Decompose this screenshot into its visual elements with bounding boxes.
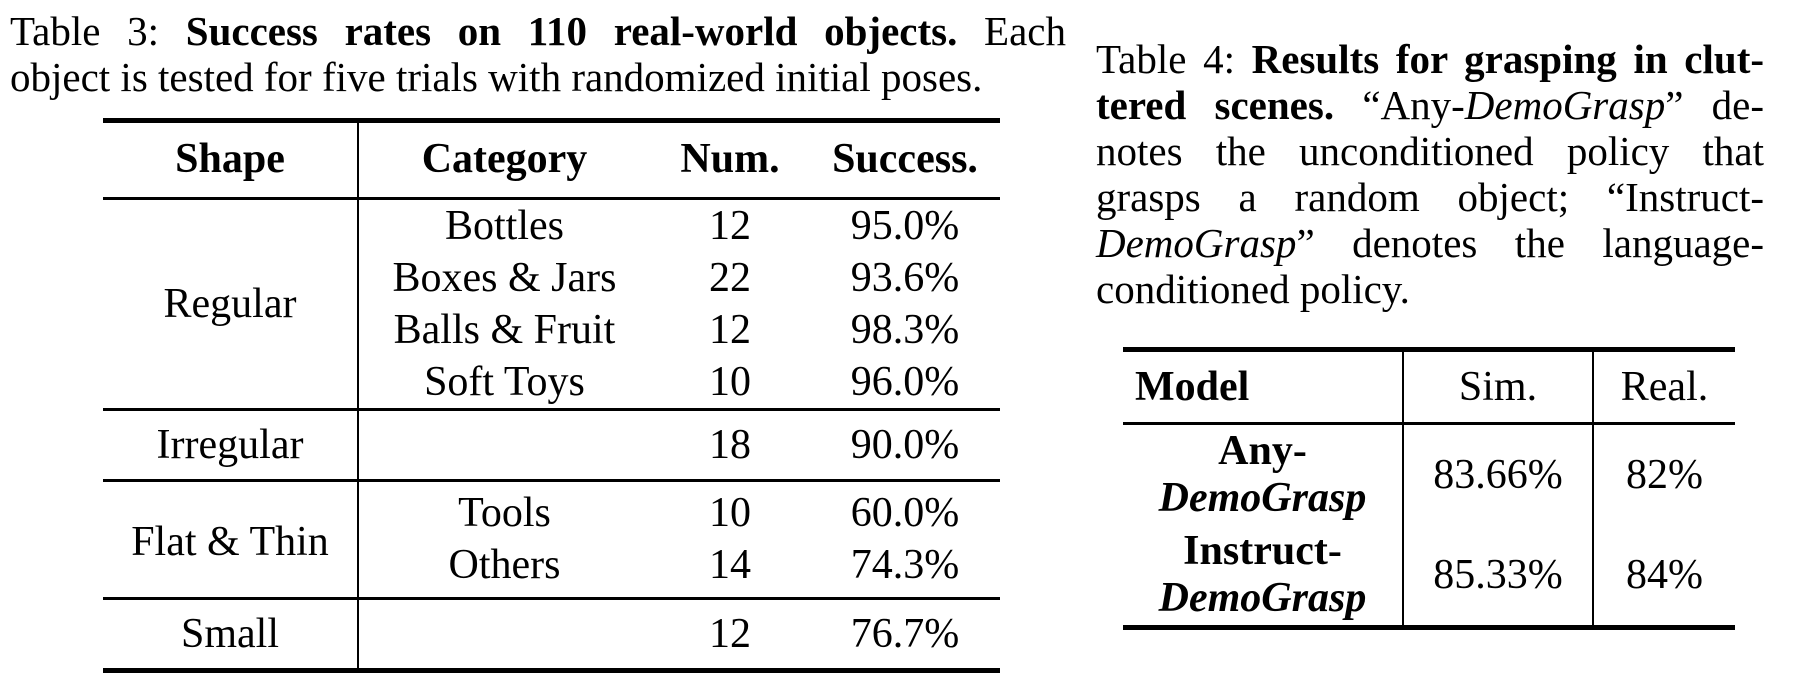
category-cell: Others <box>448 542 561 588</box>
real-cell: 84% <box>1626 552 1703 598</box>
caption-text: notes the unconditioned policy that <box>1096 128 1764 174</box>
table4-caption-line1: Table 4: Results for grasping in clut- <box>1096 36 1764 82</box>
category-cell: Soft Toys <box>424 359 585 405</box>
num-cell: 18 <box>709 422 751 468</box>
category-cell: Tools <box>458 490 551 536</box>
table3-col-header-success: Success. <box>832 136 978 182</box>
table4-caption-line3: notes the unconditioned policy that <box>1096 128 1764 174</box>
category-cell <box>358 410 650 481</box>
demograsp-italic: DemoGrasp <box>1096 220 1297 266</box>
caption-text: “Any- <box>1334 82 1465 128</box>
success-cell: 60.0% <box>850 490 960 536</box>
table3-caption-label: Table 3: <box>10 8 186 54</box>
table-row: Balls & Fruit 12 98.3% <box>103 304 1000 356</box>
model-name: DemoGrasp <box>1158 575 1367 621</box>
table3-success-rates: Shape Category Num. Success. Regular Bot… <box>103 118 1000 673</box>
table4-caption-title-cont: tered scenes. <box>1096 82 1335 128</box>
sim-cell: 83.66% <box>1403 423 1594 525</box>
success-cell: 96.0% <box>850 359 960 405</box>
success-cell: 98.3% <box>850 307 960 353</box>
model-prefix: Any- <box>1218 428 1307 474</box>
table4-col-header-real: Real. <box>1620 364 1709 410</box>
table-row: Instruct- DemoGrasp 85.33% 84% <box>1123 525 1735 628</box>
table3-header-row: Shape Category Num. Success. <box>103 120 1000 199</box>
table3-group-irregular: Irregular 18 90.0% <box>103 409 1000 481</box>
table3-col-header-shape: Shape <box>103 120 359 199</box>
table4-caption-line4: grasps a random object; “Instruct- <box>1096 174 1764 220</box>
table-row: Small 12 76.7% <box>103 598 1000 671</box>
table-row: Flat & Thin Tools 10 60.0% <box>103 480 1000 599</box>
category-cell <box>358 599 650 671</box>
table4-body: Any- DemoGrasp 83.66% 82% Instruct- Demo… <box>1123 423 1735 628</box>
sim-cell: 85.33% <box>1403 525 1594 628</box>
shape-label: Regular <box>103 198 359 410</box>
table3-col-header-num: Num. <box>680 136 780 182</box>
table-row: Others 14 74.3% <box>103 539 1000 599</box>
num-cell: 22 <box>709 255 751 301</box>
category-cell: Bottles <box>444 203 564 249</box>
table4-header-row: Model Sim. Real. <box>1123 349 1735 424</box>
shape-label: Irregular <box>103 409 359 481</box>
shape-label: Small <box>103 598 359 671</box>
demograsp-italic: DemoGrasp <box>1464 82 1666 128</box>
num-cell: 12 <box>709 307 751 353</box>
shape-label: Flat & Thin <box>103 480 359 599</box>
success-cell: 74.3% <box>850 542 960 588</box>
table3-group-flat-thin: Flat & Thin Tools 10 60.0% Others 14 74.… <box>103 480 1000 599</box>
caption-text: conditioned policy. <box>1096 266 1410 312</box>
num-cell: 10 <box>709 359 751 405</box>
table4-col-header-model: Model <box>1123 349 1404 424</box>
caption-text: grasps a random object; “Instruct- <box>1096 174 1764 220</box>
success-cell: 76.7% <box>850 611 960 657</box>
table4-caption: Table 4: Results for grasping in clut- t… <box>1096 36 1764 312</box>
model-cell: Any- DemoGrasp <box>1123 423 1404 525</box>
table3-caption-tail: Each <box>957 8 1066 54</box>
table-row: Boxes & Jars 22 93.6% <box>103 252 1000 304</box>
real-cell: 82% <box>1626 452 1703 498</box>
table3-group-regular: Regular Bottles 12 95.0% Boxes & Jars 22… <box>103 198 1000 410</box>
table3-caption: Table 3: Success rates on 110 real-world… <box>10 8 1066 100</box>
table4-caption-label: Table 4: <box>1096 36 1252 82</box>
caption-text: ” de- <box>1665 82 1764 128</box>
table3-group-small: Small 12 76.7% <box>103 598 1000 671</box>
caption-text: ” denotes the language- <box>1296 220 1764 266</box>
success-cell: 93.6% <box>850 255 960 301</box>
num-cell: 12 <box>709 203 751 249</box>
table-row: Soft Toys 10 96.0% <box>103 356 1000 410</box>
table4-col-header-sim: Sim. <box>1403 349 1594 424</box>
table3-caption-title: Success rates on 110 real-world objects. <box>185 8 958 54</box>
table-row: Any- DemoGrasp 83.66% 82% <box>1123 423 1735 525</box>
table4-caption-line6: conditioned policy. <box>1096 266 1764 312</box>
model-cell: Instruct- DemoGrasp <box>1123 525 1404 628</box>
num-cell: 12 <box>709 611 751 657</box>
num-cell: 14 <box>709 542 751 588</box>
table-row: Regular Bottles 12 95.0% <box>103 198 1000 410</box>
category-cell: Balls & Fruit <box>393 307 616 353</box>
model-name: DemoGrasp <box>1158 475 1367 521</box>
table3-col-header-category: Category <box>421 136 588 182</box>
table4-cluttered-results: Model Sim. Real. Any- DemoGrasp 83.66% 8… <box>1123 347 1735 630</box>
num-cell: 10 <box>709 490 751 536</box>
table-row: Irregular 18 90.0% <box>103 409 1000 481</box>
table4-caption-title: Results for grasping in clut- <box>1251 36 1765 82</box>
category-cell: Boxes & Jars <box>392 255 617 301</box>
success-cell: 95.0% <box>850 203 960 249</box>
table4-caption-line2: tered scenes. “Any-DemoGrasp” de- <box>1096 82 1764 128</box>
table3-caption-line1: Table 3: Success rates on 110 real-world… <box>10 8 1066 54</box>
table3-caption-line2: object is tested for five trials with ra… <box>10 54 983 100</box>
success-cell: 90.0% <box>850 422 960 468</box>
model-prefix: Instruct- <box>1183 528 1342 574</box>
table4-caption-line5: DemoGrasp” denotes the language- <box>1096 220 1764 266</box>
